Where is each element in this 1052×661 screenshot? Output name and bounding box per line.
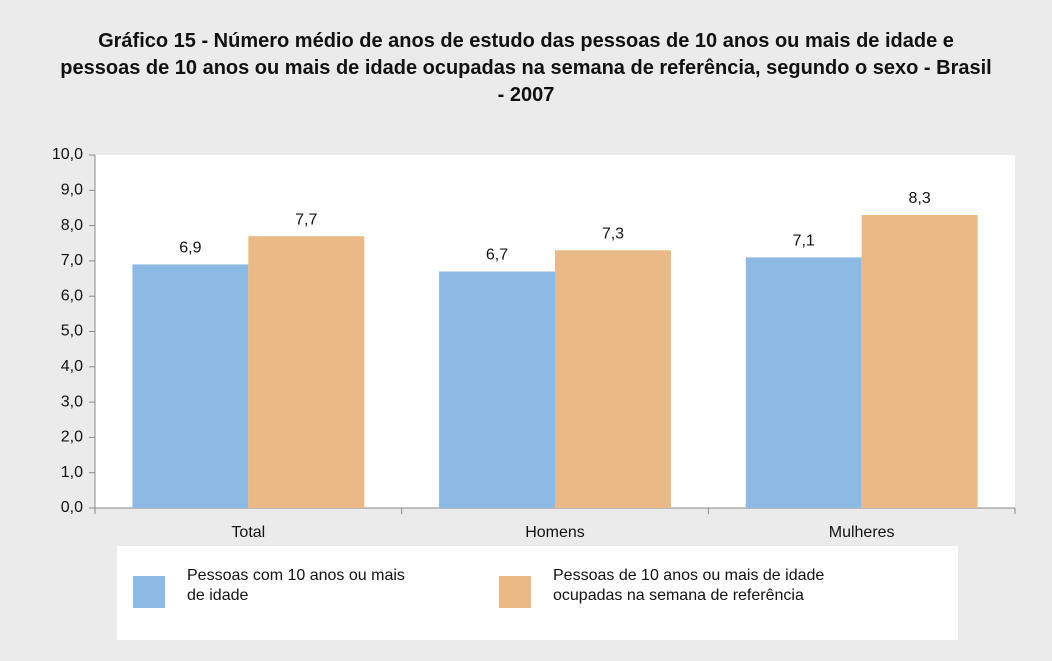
- bar: [745, 257, 862, 508]
- legend-item: Pessoas com 10 anos ou mais de idade: [133, 566, 427, 608]
- bar: [861, 215, 978, 508]
- data-label: 6,9: [179, 240, 201, 257]
- data-label: 8,3: [909, 190, 931, 207]
- legend-label: Pessoas de 10 anos ou mais de idade ocup…: [553, 567, 825, 604]
- chart-title: Gráfico 15 - Número médio de anos de est…: [60, 30, 992, 106]
- y-tick-label: 8,0: [61, 217, 83, 234]
- data-label: 6,7: [486, 247, 508, 264]
- bar: [132, 264, 249, 508]
- y-tick-label: 9,0: [61, 182, 83, 199]
- y-tick-label: 0,0: [61, 499, 83, 516]
- x-tick-label: Total: [231, 524, 265, 541]
- y-tick-label: 10,0: [52, 146, 83, 163]
- legend-swatch: [499, 576, 531, 608]
- x-tick-label: Homens: [525, 524, 585, 541]
- y-tick-label: 6,0: [61, 287, 83, 304]
- legend: Pessoas com 10 anos ou mais de idade Pess…: [117, 546, 958, 640]
- x-tick-label: Mulheres: [829, 524, 895, 541]
- data-label: 7,7: [295, 211, 317, 228]
- data-label: 7,3: [602, 226, 624, 243]
- y-tick-label: 3,0: [61, 393, 83, 410]
- legend-swatch: [133, 576, 165, 608]
- bar: [439, 271, 555, 508]
- y-tick-label: 2,0: [61, 429, 83, 446]
- y-tick-label: 7,0: [61, 252, 83, 269]
- y-tick-label: 5,0: [61, 323, 83, 340]
- y-tick-label: 1,0: [61, 464, 83, 481]
- bar: [248, 236, 365, 508]
- legend-label: Pessoas com 10 anos ou mais de idade: [187, 567, 405, 604]
- y-tick-label: 4,0: [61, 358, 83, 375]
- legend-item: Pessoas de 10 anos ou mais de idade ocup…: [499, 566, 873, 608]
- bar: [555, 250, 671, 508]
- data-label: 7,1: [793, 233, 815, 250]
